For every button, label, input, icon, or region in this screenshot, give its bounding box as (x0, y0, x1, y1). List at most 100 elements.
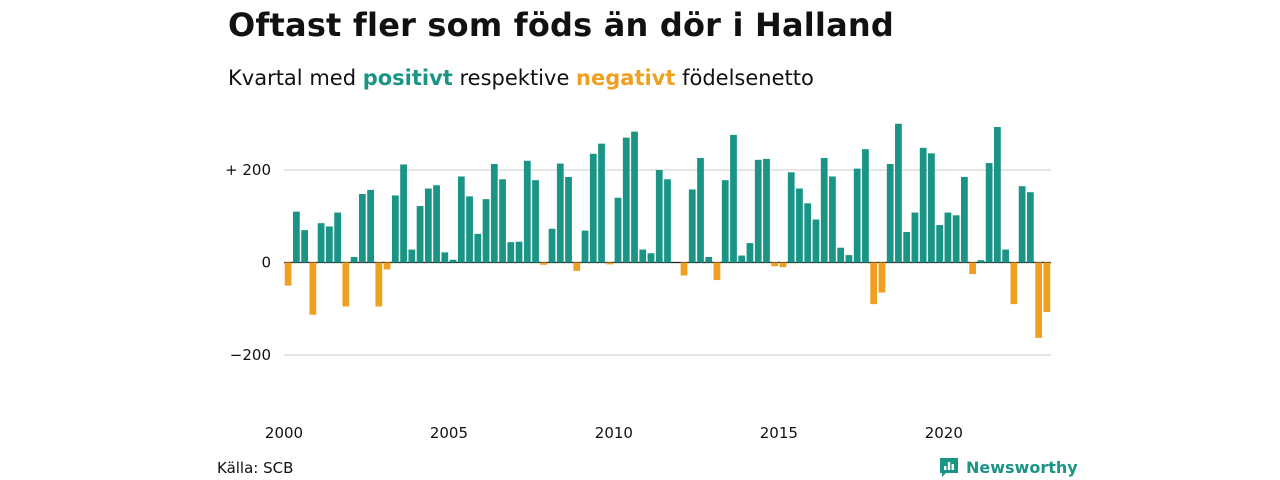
bar-positive (631, 131, 638, 263)
bar-positive (507, 242, 515, 263)
subtitle-middle: respektive (452, 66, 577, 90)
bar-positive (548, 228, 556, 263)
bar-positive (334, 212, 341, 263)
bar-negative (878, 262, 886, 293)
bar-positive (449, 259, 457, 263)
bar-negative (771, 262, 779, 267)
bar-positive (952, 215, 960, 263)
bar-positive (532, 180, 539, 263)
y-tick-label: + 200 (225, 161, 271, 179)
bar-positive (697, 157, 704, 263)
bar-positive (499, 179, 506, 263)
brand-name: Newsworthy (966, 457, 1078, 477)
chart-subtitle: Kvartal med positivt respektive negativt… (228, 66, 814, 90)
bar-positive (292, 211, 300, 263)
bar-positive (565, 176, 572, 263)
bar-positive (474, 233, 482, 263)
bar-positive (515, 241, 523, 263)
bar-negative (383, 262, 391, 270)
bar-negative (779, 262, 787, 268)
bar-negative (284, 262, 292, 286)
bar-positive (746, 243, 754, 263)
bar-positive (804, 203, 812, 263)
bar-positive (408, 249, 416, 263)
bar-positive (581, 230, 589, 263)
bar-positive (853, 168, 861, 263)
bar-positive (911, 212, 919, 263)
bar-positive (589, 153, 597, 263)
bar-positive (350, 256, 358, 263)
bar-positive (466, 196, 473, 263)
subtitle-suffix: födelsenetto (675, 66, 814, 90)
bar-positive (730, 134, 737, 263)
bar-positive (664, 179, 671, 263)
bar-negative (573, 262, 581, 271)
bar-negative (309, 262, 317, 315)
y-tick-label: −200 (230, 346, 271, 364)
bar-positive (523, 160, 531, 263)
bar-positive (598, 143, 605, 263)
bar-positive (985, 163, 993, 263)
bar-positive (705, 256, 713, 263)
bar-negative (375, 262, 383, 307)
bar-positive (994, 126, 1001, 263)
bar-positive (1018, 186, 1026, 263)
bar-positive (1027, 192, 1034, 263)
x-tick-label: 2000 (265, 424, 303, 442)
bar-positive (977, 260, 985, 263)
bar-positive (919, 147, 927, 263)
bar-positive (837, 247, 845, 263)
source-note: Källa: SCB (217, 459, 294, 477)
bar-negative (1035, 262, 1043, 338)
bar-negative (713, 262, 721, 281)
bar-positive (655, 170, 663, 263)
bar-negative (1010, 262, 1018, 305)
bar-positive (895, 123, 902, 263)
bar-positive (301, 230, 308, 263)
bar-positive (482, 199, 490, 263)
bar-negative (1043, 262, 1051, 312)
bar-positive (738, 255, 746, 263)
bar-positive (961, 176, 968, 263)
chart-title: Oftast fler som föds än dör i Halland (228, 6, 894, 44)
bar-positive (317, 223, 325, 263)
subtitle-prefix: Kvartal med (228, 66, 363, 90)
bar-negative (342, 262, 350, 307)
bar-positive (424, 188, 432, 263)
bar-positive (796, 188, 803, 263)
x-tick-label: 2020 (925, 424, 963, 442)
brand-logo: Newsworthy (938, 456, 1078, 478)
bar-positive (433, 185, 440, 263)
bar-positive (829, 176, 836, 263)
y-tick-label: 0 (261, 254, 271, 272)
bar-positive (944, 212, 952, 263)
bar-positive (556, 163, 564, 263)
bar-positive (325, 226, 333, 263)
bar-positive (400, 164, 407, 263)
bar-positive (441, 252, 449, 263)
bar-positive (886, 163, 894, 263)
bar-positive (721, 180, 729, 263)
bar-positive (367, 189, 374, 263)
bar-positive (614, 197, 622, 263)
x-tick-label: 2015 (760, 424, 798, 442)
bar-positive (936, 225, 944, 263)
bar-negative (969, 262, 977, 275)
subtitle-positive-word: positivt (362, 66, 453, 90)
bar-negative (680, 262, 688, 276)
bar-positive (391, 195, 399, 263)
bar-positive (763, 158, 770, 263)
subtitle-negative-word: negativt (576, 66, 676, 90)
bar-positive (416, 206, 424, 263)
x-tick-label: 2005 (430, 424, 468, 442)
bar-negative (870, 262, 878, 305)
bar-negative (606, 262, 614, 265)
bar-positive (639, 249, 647, 263)
bar-positive (903, 231, 911, 263)
newsworthy-logo-icon (940, 458, 958, 477)
bar-positive (787, 172, 795, 263)
x-tick-label: 2010 (595, 424, 633, 442)
bar-positive (647, 253, 655, 263)
bar-positive (358, 194, 366, 263)
